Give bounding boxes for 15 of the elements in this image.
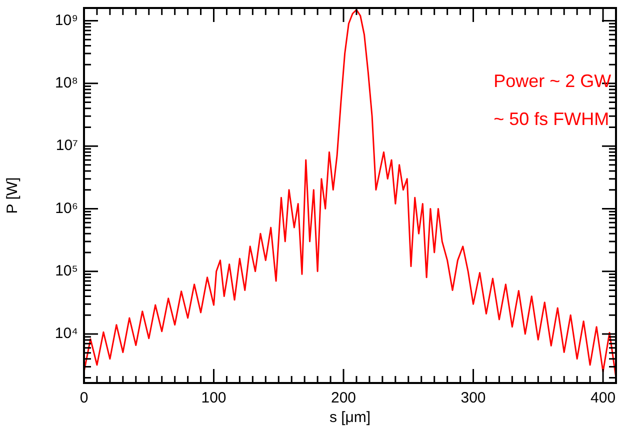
y-tick-label: 10⁷ xyxy=(56,137,78,154)
y-tick-label: 10⁴ xyxy=(54,325,78,342)
x-tick-label: 300 xyxy=(460,390,486,407)
x-tick-label: 100 xyxy=(201,390,226,407)
x-tick-label: 0 xyxy=(80,390,88,407)
x-tick-label: 200 xyxy=(330,390,356,407)
annotation: ~ 50 fs FWHM xyxy=(494,108,610,129)
annotation: Power ~ 2 GW xyxy=(494,70,612,91)
y-tick-label: 10⁵ xyxy=(55,262,78,280)
x-tick-label: 400 xyxy=(590,390,616,407)
y-tick-label: 10⁶ xyxy=(55,200,78,217)
y-axis-title: P [W] xyxy=(4,177,22,214)
y-tick-label: 10⁹ xyxy=(54,12,78,29)
y-tick-label: 10⁸ xyxy=(54,74,78,92)
x-axis-title: s [μm] xyxy=(329,409,371,426)
